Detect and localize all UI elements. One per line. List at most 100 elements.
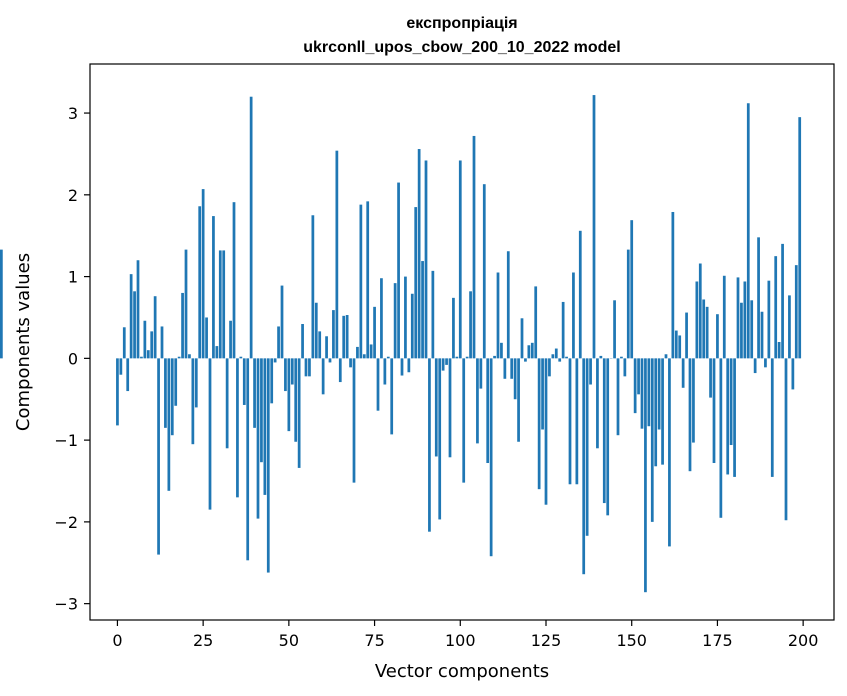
bar (558, 358, 562, 362)
bar (623, 358, 627, 377)
bar (417, 149, 421, 359)
bar (640, 358, 644, 429)
bar (205, 317, 208, 359)
bar (256, 358, 260, 519)
bar (386, 356, 390, 359)
bar (260, 358, 263, 463)
bar (438, 358, 442, 520)
bar (565, 356, 568, 359)
bar (321, 358, 325, 395)
bar (201, 189, 205, 359)
bar (407, 358, 411, 373)
y-tick-label: 3 (68, 104, 78, 123)
bar (119, 358, 123, 375)
bar (332, 310, 335, 359)
bar (764, 358, 767, 368)
bar (218, 250, 222, 359)
bar (743, 281, 747, 359)
bar (482, 184, 486, 359)
bar (750, 300, 754, 359)
y-axis-ticks: −3 −2 −1 0 1 2 3 (54, 104, 90, 614)
bar (746, 103, 750, 359)
bar (534, 286, 538, 359)
bar (335, 150, 339, 359)
bar (616, 358, 620, 436)
bar (465, 356, 469, 359)
bar (184, 249, 188, 359)
bar (712, 358, 716, 464)
y-tick-label: −1 (54, 431, 78, 450)
bar (709, 358, 712, 398)
bar (757, 237, 760, 359)
bar (133, 291, 136, 359)
x-axis-label: Vector components (375, 661, 549, 682)
bar (794, 265, 798, 359)
bar (496, 272, 500, 359)
bar (232, 202, 236, 359)
x-tick-label: 150 (616, 631, 647, 650)
bar (146, 350, 150, 359)
bar (469, 291, 472, 359)
bar (788, 295, 791, 359)
bar (314, 302, 318, 359)
bar (236, 358, 239, 498)
bar (798, 117, 802, 359)
bar (479, 358, 483, 389)
bar (760, 311, 764, 359)
bar (153, 296, 157, 359)
bar (143, 320, 147, 359)
bar (273, 358, 277, 363)
bar (431, 270, 435, 359)
bar (753, 358, 757, 374)
bar (548, 358, 551, 377)
bar-series (0, 95, 802, 593)
x-tick-label: 0 (112, 631, 122, 650)
bar (421, 261, 424, 359)
bar (414, 207, 418, 359)
bar (644, 358, 647, 593)
bar (578, 230, 582, 359)
bar (774, 256, 778, 359)
plot-area-frame (89, 63, 835, 621)
bar (596, 358, 599, 449)
bar (671, 211, 675, 359)
bar (462, 358, 466, 483)
bar (650, 358, 654, 522)
bar (157, 358, 160, 555)
bar (263, 358, 267, 495)
bar (702, 299, 706, 359)
x-tick-label: 175 (702, 631, 733, 650)
bar (530, 342, 534, 359)
bar (493, 355, 496, 359)
bar (668, 358, 671, 547)
bar (194, 358, 198, 408)
bar (592, 95, 596, 359)
bar (506, 251, 510, 359)
bar (705, 306, 709, 359)
bar (188, 354, 191, 359)
bar (561, 301, 565, 359)
bar (242, 358, 246, 405)
bar (544, 358, 548, 505)
bar (527, 345, 531, 359)
bar (290, 358, 294, 385)
bar (489, 358, 493, 557)
bar (208, 358, 212, 510)
bar (225, 358, 229, 449)
bar (167, 358, 171, 491)
bar (311, 215, 315, 359)
bar (246, 358, 250, 561)
bar (736, 277, 740, 359)
bar (284, 358, 287, 392)
bar (122, 327, 126, 359)
bar (613, 300, 616, 359)
bar (369, 344, 373, 359)
bar (657, 358, 661, 430)
bar (160, 326, 164, 359)
bar (308, 358, 311, 377)
bar (695, 281, 699, 359)
bar (338, 358, 342, 383)
bar (434, 358, 438, 457)
bar (301, 324, 304, 359)
bar (791, 358, 795, 390)
